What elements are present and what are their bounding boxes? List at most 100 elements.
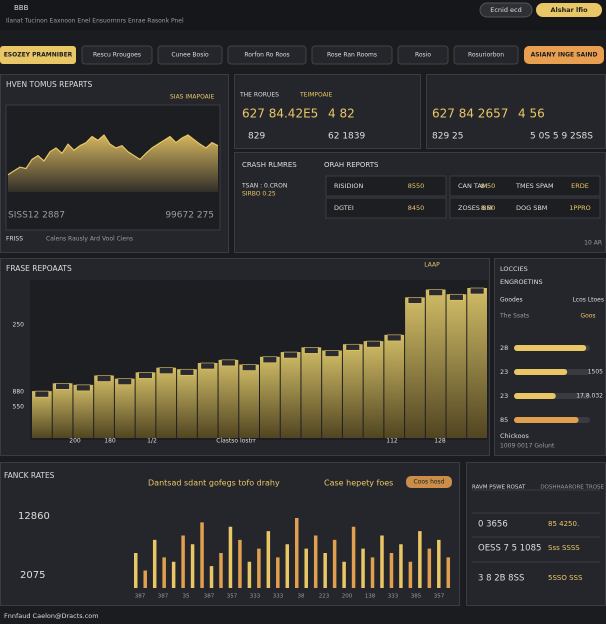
bar	[342, 561, 346, 588]
bar	[399, 544, 403, 588]
label: THE RORUES	[239, 92, 279, 99]
label: DOG SBM	[516, 204, 547, 212]
label: 3 8 2B 8SS	[478, 574, 524, 584]
label: BBB	[14, 4, 29, 12]
dropdown[interactable]	[397, 45, 449, 65]
bar-cap	[469, 287, 485, 295]
label: 387	[204, 594, 215, 600]
bar	[257, 548, 261, 588]
button[interactable]	[536, 3, 602, 17]
bar-cap	[76, 384, 91, 392]
bar-cap	[449, 293, 464, 301]
bar	[301, 347, 322, 438]
label: CRASH RLMRES	[242, 161, 297, 169]
label: TMES SPAM	[515, 182, 554, 190]
bar	[177, 369, 197, 438]
bar-cap	[179, 368, 195, 376]
cell	[449, 175, 601, 197]
bar	[32, 391, 52, 438]
label: Cunee Bosio	[171, 52, 209, 59]
label: LOCCIES	[500, 265, 528, 273]
label: Coos hosd	[414, 479, 445, 486]
label: 17.8.032	[576, 393, 603, 400]
bar	[260, 356, 280, 438]
dropdown[interactable]	[81, 45, 153, 65]
progress-bar	[514, 393, 556, 399]
label: Goos	[580, 313, 595, 320]
bar	[425, 289, 446, 438]
label: 8450	[408, 204, 425, 212]
bar	[351, 526, 356, 588]
dropdown[interactable]	[157, 45, 223, 65]
bar	[200, 522, 204, 588]
label: 10 AR	[584, 240, 602, 247]
label: ZOSES BM	[458, 204, 492, 212]
label: Goodes	[500, 297, 523, 304]
label: 12860	[18, 511, 50, 522]
bar	[295, 518, 299, 588]
label: ESOZEY PRAMNIBER	[4, 52, 73, 59]
bar	[322, 350, 342, 438]
bar	[135, 372, 156, 438]
cell	[449, 197, 601, 219]
bar	[114, 378, 135, 438]
bar	[389, 553, 394, 588]
label: Calens Rausly Ard Vool Ciens	[46, 236, 133, 243]
bar	[134, 553, 138, 588]
dropdown[interactable]	[453, 45, 519, 65]
bar	[408, 561, 413, 588]
bar	[285, 544, 290, 588]
label: Rosuriorbon	[468, 52, 504, 59]
label: 627 84 2657	[432, 107, 508, 121]
bar	[280, 352, 301, 438]
bar	[197, 363, 218, 438]
filter-button[interactable]	[0, 46, 76, 64]
label: 4 56	[518, 107, 545, 121]
label: ORAH REPORTS	[324, 161, 379, 169]
dropdown[interactable]	[227, 45, 307, 65]
bar-cap	[159, 367, 174, 374]
label: Chickoos	[500, 432, 530, 440]
label: 23	[500, 368, 508, 376]
bar	[239, 364, 259, 438]
label: 28	[500, 344, 508, 352]
button[interactable]	[406, 476, 452, 488]
label: 333	[250, 594, 261, 600]
action-button[interactable]	[524, 46, 604, 64]
bar	[437, 539, 441, 588]
bar	[342, 344, 363, 438]
label: 35	[183, 594, 190, 600]
label: 8550	[408, 182, 425, 190]
label: 23	[500, 392, 508, 400]
button[interactable]	[479, 2, 533, 18]
label: TSAN : 0.CRON	[241, 183, 287, 190]
label: 1PPRO	[569, 204, 591, 212]
bar	[446, 294, 467, 438]
bar	[361, 548, 365, 588]
label: 85	[500, 416, 508, 424]
label: Fnnfaud Caelon@Dracts.com	[4, 612, 99, 620]
bar	[427, 548, 432, 588]
bar	[73, 384, 94, 438]
bar-cap	[324, 350, 340, 357]
label: 128	[434, 438, 446, 445]
bar	[323, 553, 327, 588]
bar-cap	[221, 359, 236, 367]
label: 4 82	[328, 107, 355, 121]
progress-bar	[514, 369, 568, 375]
bar	[171, 561, 176, 588]
bar	[276, 557, 280, 588]
dropdown[interactable]	[311, 45, 393, 65]
label: 138	[365, 594, 376, 600]
label: LAAP	[424, 262, 440, 269]
bar	[190, 544, 195, 588]
panel	[426, 74, 606, 149]
label: Dantsad sdant gofegs tofo drahy	[148, 479, 280, 488]
label: 5 0S 5 9 2S8S	[530, 132, 593, 142]
label: 829 25	[432, 132, 464, 142]
label: 385	[411, 594, 422, 600]
cell	[325, 175, 447, 197]
bar-cap	[387, 334, 402, 342]
dropdowns	[81, 45, 519, 65]
